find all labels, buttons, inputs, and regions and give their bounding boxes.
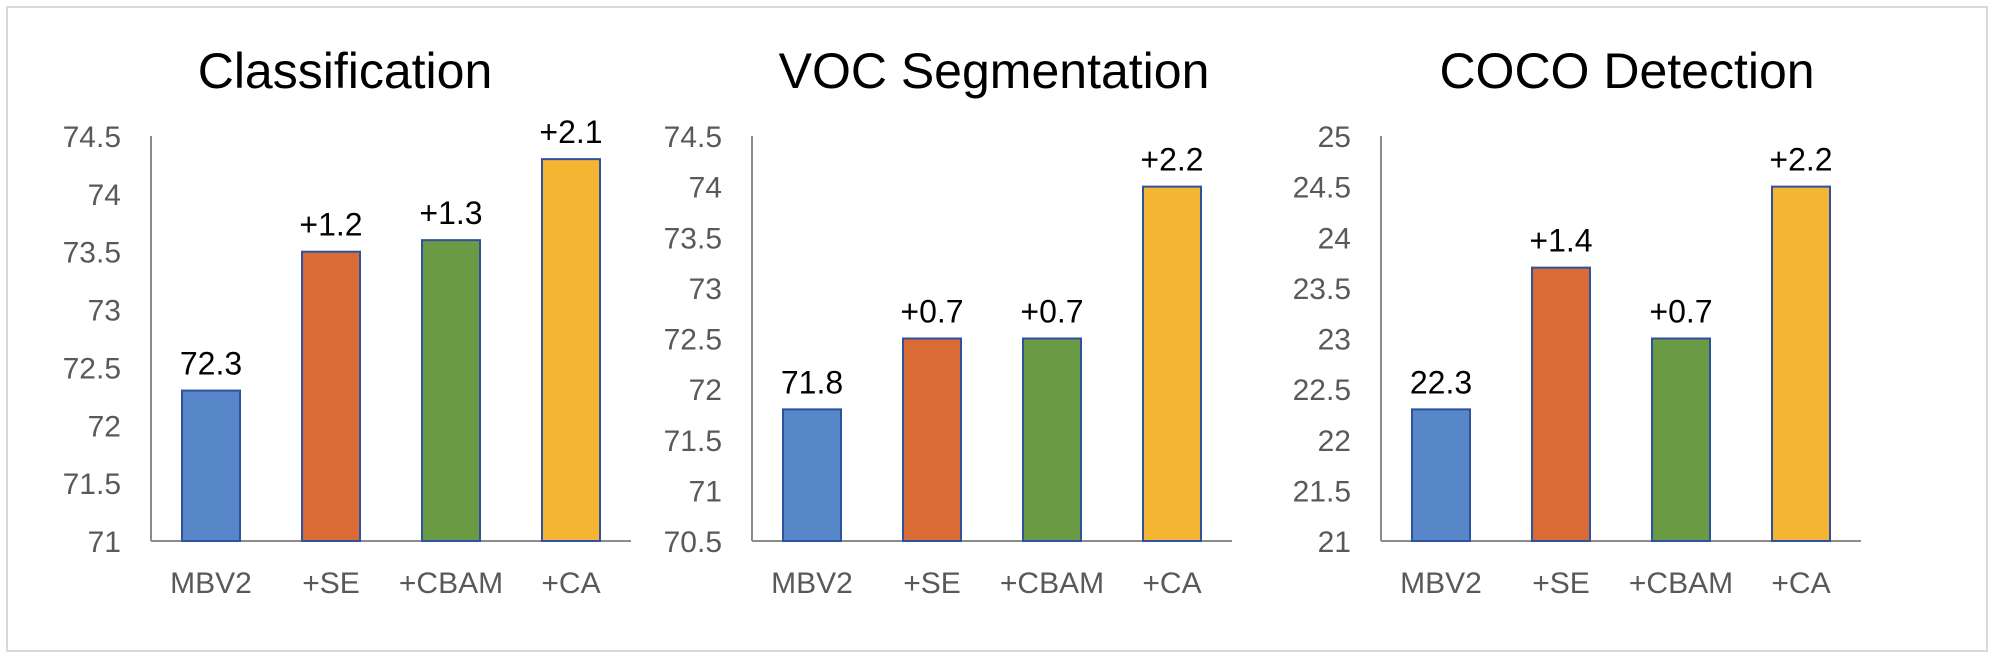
- chart-title: VOC Segmentation: [779, 43, 1210, 99]
- y-tick-label: 74.5: [63, 121, 121, 154]
- y-tick-label: 74.5: [664, 121, 722, 154]
- y-tick-label: 25: [1318, 121, 1351, 154]
- data-label: 22.3: [1410, 364, 1472, 400]
- y-tick-label: 72: [689, 374, 722, 407]
- chart-title: COCO Detection: [1439, 43, 1814, 99]
- y-tick-label: 21: [1318, 526, 1351, 559]
- y-tick-label: 70.5: [664, 526, 722, 559]
- x-tick-label: MBV2: [771, 567, 853, 600]
- y-tick-label: 71: [689, 475, 722, 508]
- bar-plus-ca: [541, 158, 601, 542]
- x-tick-label: +CBAM: [1000, 567, 1104, 600]
- chart-panel-1: Classification 71 71.5 72 72.5 73 73.5 74 74.5 72…: [63, 43, 631, 600]
- data-label: +0.7: [900, 294, 963, 330]
- y-tick-label: 71.5: [63, 468, 121, 501]
- figure-frame: Classification 71 71.5 72 72.5 73 73.5 74 74.5 72…: [6, 6, 1988, 652]
- bar-plus-cbam: [1022, 337, 1082, 542]
- x-tick-label: +SE: [903, 567, 961, 600]
- bar-plus-cbam: [421, 239, 481, 542]
- data-label: +2.2: [1769, 142, 1832, 178]
- y-tick-label: 24.5: [1293, 172, 1351, 205]
- bar-plus-cbam: [1651, 337, 1711, 542]
- y-tick-label: 23: [1318, 324, 1351, 357]
- data-label: +1.3: [419, 195, 482, 231]
- y-tick-label: 24: [1318, 222, 1351, 255]
- y-tick-label: 72.5: [664, 324, 722, 357]
- y-tick-label: 74: [689, 172, 722, 205]
- y-tick-label: 21.5: [1293, 475, 1351, 508]
- y-tick-label: 73: [689, 273, 722, 306]
- y-tick-label: 72.5: [63, 352, 121, 385]
- y-tick-label: 72: [88, 410, 121, 443]
- data-label: +1.2: [299, 207, 362, 243]
- x-tick-label: +CA: [1771, 567, 1830, 600]
- bar-plus-ca: [1771, 185, 1831, 542]
- y-tick-label: 73.5: [63, 237, 121, 270]
- x-tick-label: +CBAM: [1629, 567, 1733, 600]
- x-tick-label: MBV2: [1400, 567, 1482, 600]
- y-tick-label: 71: [88, 526, 121, 559]
- y-tick-label: 71.5: [664, 425, 722, 458]
- y-tick-label: 22: [1318, 425, 1351, 458]
- data-label: +1.4: [1529, 223, 1592, 259]
- x-tick-label: +CA: [541, 567, 600, 600]
- data-label: 71.8: [781, 364, 843, 400]
- bar-plus-se: [902, 337, 962, 542]
- chart-panel-2: VOC Segmentation 70.5 71 71.5 72 72.5 73 73.5 74…: [664, 43, 1232, 600]
- chart-panel-3: COCO Detection 21 21.5 22 22.5 23 23.5 24 24.5 25…: [1293, 43, 1861, 600]
- x-tick-label: +SE: [1532, 567, 1590, 600]
- data-label: +2.1: [539, 114, 602, 150]
- data-label: +2.2: [1140, 142, 1203, 178]
- y-tick-label: 74: [88, 179, 121, 212]
- data-label: +0.7: [1649, 294, 1712, 330]
- x-tick-label: +CA: [1142, 567, 1201, 600]
- charts-canvas: Classification 71 71.5 72 72.5 73 73.5 74 74.5 72…: [63, 43, 1861, 600]
- y-tick-label: 73: [88, 295, 121, 328]
- chart-title: Classification: [198, 43, 493, 99]
- data-label: +0.7: [1020, 294, 1083, 330]
- y-tick-label: 73.5: [664, 222, 722, 255]
- x-tick-label: +SE: [302, 567, 360, 600]
- x-tick-label: +CBAM: [399, 567, 503, 600]
- x-tick-label: MBV2: [170, 567, 252, 600]
- bar-mbv2: [782, 408, 842, 542]
- bar-mbv2: [1411, 408, 1471, 542]
- data-label: 72.3: [180, 346, 242, 382]
- bar-plus-se: [301, 250, 361, 542]
- bar-plus-ca: [1142, 185, 1202, 542]
- bar-plus-se: [1531, 266, 1591, 542]
- bar-mbv2: [181, 389, 241, 543]
- y-tick-label: 22.5: [1293, 374, 1351, 407]
- y-tick-label: 23.5: [1293, 273, 1351, 306]
